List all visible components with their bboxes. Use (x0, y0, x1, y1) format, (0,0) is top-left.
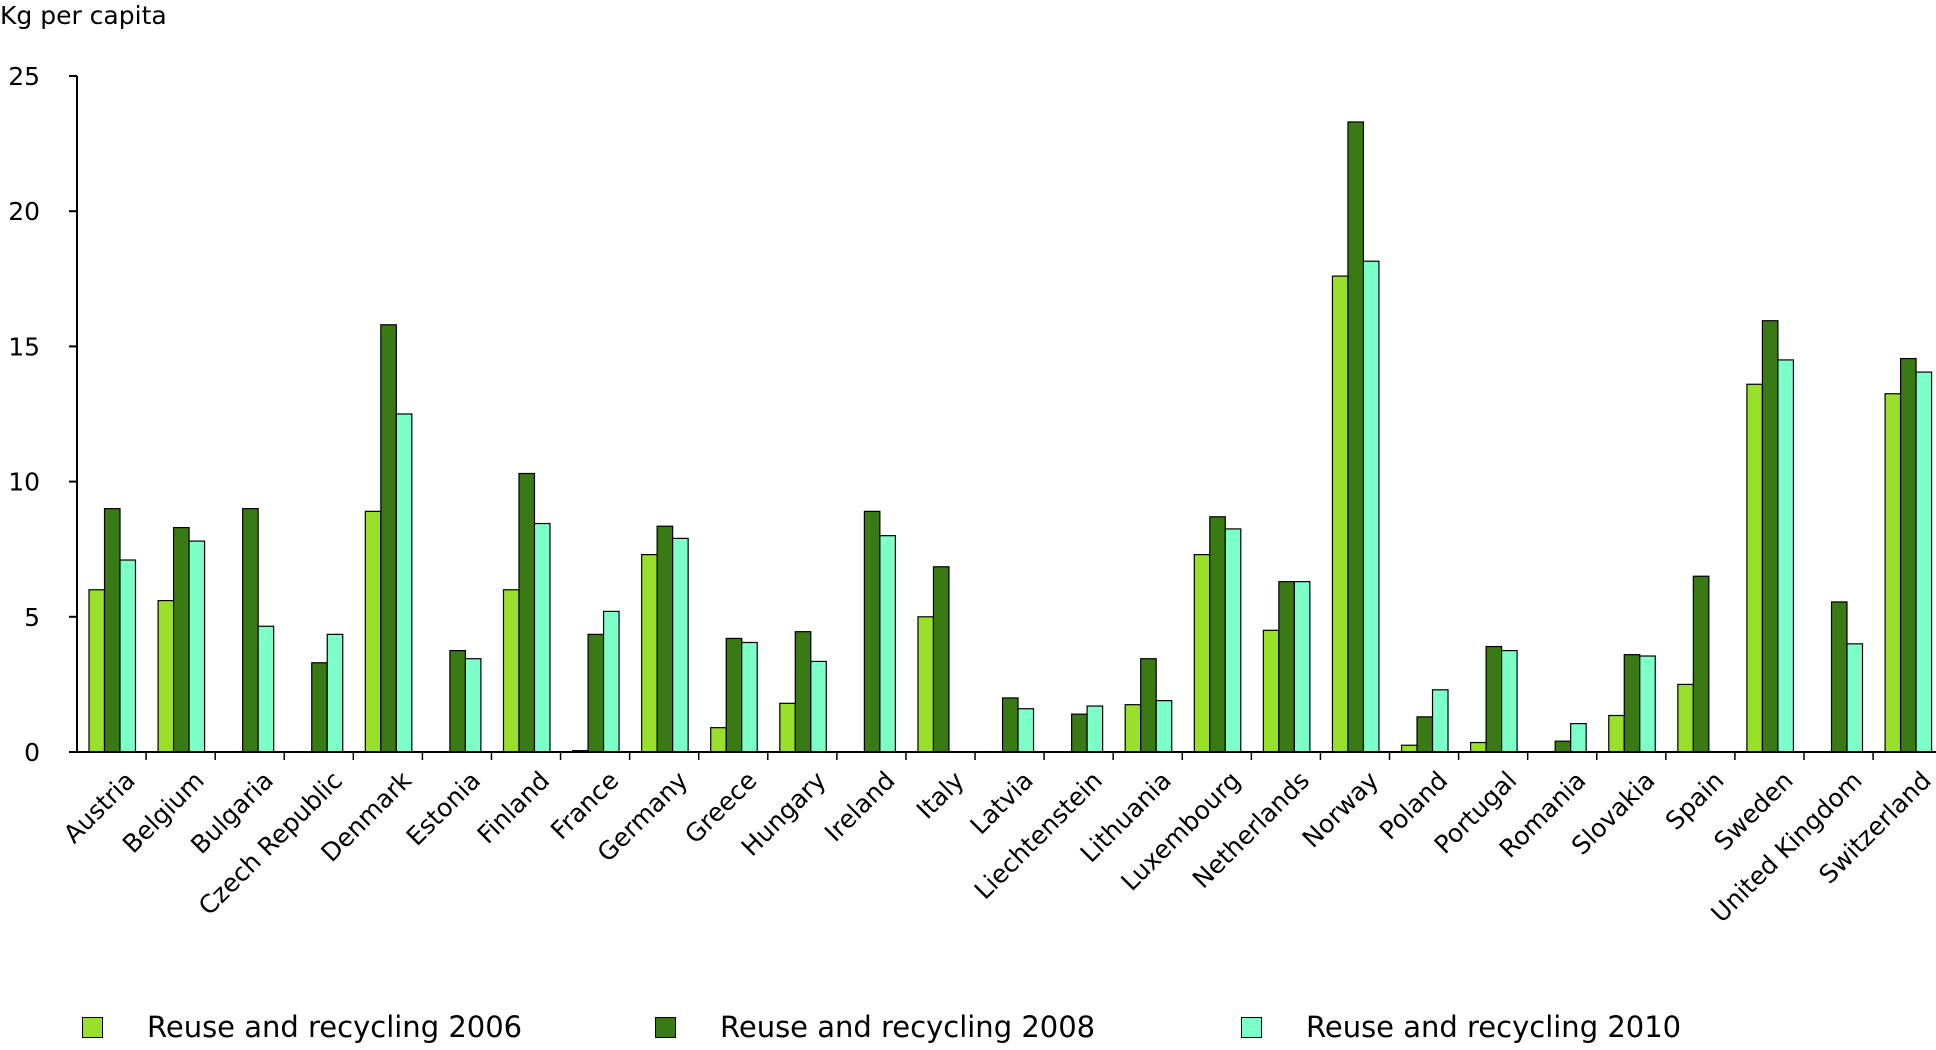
bar-portugal-2008 (1485, 645, 1503, 753)
x-tick-label-ireland: Ireland (819, 766, 901, 848)
y-tick-label: 15 (8, 332, 40, 361)
bar-spain-2006 (1677, 683, 1694, 753)
y-tick-label: 5 (24, 603, 40, 632)
bar-france-2010 (602, 610, 620, 753)
bar-belgium-2010 (188, 540, 206, 753)
y-tick-label: 20 (8, 197, 40, 226)
bar-ireland-2010 (879, 535, 896, 753)
x-tick-label-luxembourg: Luxembourg (1115, 766, 1246, 897)
bar-estonia-2008 (449, 649, 466, 753)
bar-switzerland-2008 (1899, 357, 1917, 753)
bar-sweden-2010 (1777, 359, 1795, 753)
legend-swatch-2006 (82, 1016, 103, 1038)
bar-belgium-2008 (172, 526, 190, 753)
y-tick-label: 10 (8, 468, 40, 497)
bar-austria-2008 (103, 508, 121, 753)
bar-lithuania-2006 (1124, 704, 1142, 753)
bar-finland-2008 (518, 472, 536, 753)
bar-chart: Kg per capita 0 5 10 15 20 25 AustriaBelgiumB… (0, 1, 1936, 928)
bars (88, 121, 1933, 760)
bar-sweden-2008 (1761, 320, 1779, 753)
x-tick-label-estonia: Estonia (401, 766, 487, 852)
bar-belgium-2006 (157, 599, 175, 753)
bar-finland-2006 (502, 589, 520, 753)
bar-lithuania-2008 (1140, 658, 1157, 753)
bar-bulgaria-2008 (242, 508, 259, 753)
bar-netherlands-2008 (1278, 581, 1295, 753)
bar-slovakia-2006 (1608, 714, 1625, 753)
legend: Reuse and recycling 2006 Reuse and recyc… (0, 1010, 1936, 1050)
bar-portugal-2010 (1500, 649, 1518, 753)
bar-romania-2008 (1554, 740, 1572, 753)
y-tick-label: 0 (24, 738, 40, 767)
bar-netherlands-2006 (1262, 629, 1280, 753)
bar-france-2008 (587, 633, 605, 753)
bar-switzerland-2006 (1884, 393, 1902, 753)
bar-italy-2006 (917, 616, 935, 753)
bar-italy-2008 (932, 566, 950, 753)
x-tick-label-finland: Finland (472, 766, 556, 850)
bar-united-kingdom-2010 (1846, 643, 1864, 753)
bar-greece-2008 (725, 637, 743, 753)
bar-latvia-2010 (1017, 708, 1035, 753)
bar-lithuania-2010 (1155, 700, 1173, 753)
bar-netherlands-2010 (1293, 581, 1311, 753)
bar-liechtenstein-2010 (1086, 705, 1104, 753)
bar-luxembourg-2010 (1224, 528, 1242, 753)
bar-denmark-2006 (364, 510, 382, 753)
bar-greece-2006 (710, 727, 727, 753)
bar-germany-2008 (656, 525, 674, 753)
bar-romania-2010 (1570, 723, 1587, 753)
bar-austria-2006 (88, 589, 106, 753)
bar-denmark-2008 (380, 324, 397, 753)
x-tick-label-norway: Norway (1297, 766, 1385, 854)
bar-germany-2006 (641, 554, 658, 753)
legend-label-2006: Reuse and recycling 2006 (147, 1010, 523, 1044)
bar-sweden-2006 (1746, 383, 1764, 753)
bar-slovakia-2010 (1639, 655, 1656, 753)
legend-label-2010: Reuse and recycling 2010 (1306, 1010, 1682, 1044)
y-axis-title: Kg per capita (0, 1, 167, 30)
bar-liechtenstein-2008 (1071, 713, 1088, 753)
legend-swatch-2008 (655, 1016, 676, 1038)
bar-hungary-2006 (779, 702, 796, 753)
bar-estonia-2010 (464, 658, 482, 753)
bar-greece-2010 (741, 641, 758, 753)
bar-denmark-2010 (395, 413, 413, 753)
bar-czech-republic-2010 (326, 633, 344, 753)
bar-switzerland-2010 (1915, 371, 1933, 753)
bar-germany-2010 (672, 537, 689, 753)
bar-poland-2010 (1431, 689, 1449, 753)
legend-label-2008: Reuse and recycling 2008 (720, 1010, 1096, 1044)
bar-poland-2008 (1416, 716, 1434, 753)
bar-luxembourg-2008 (1209, 516, 1226, 753)
bar-luxembourg-2006 (1193, 554, 1211, 753)
bar-finland-2010 (533, 522, 551, 753)
bar-norway-2010 (1362, 260, 1380, 753)
bar-hungary-2010 (810, 660, 827, 753)
bar-norway-2006 (1331, 275, 1349, 753)
x-tick-label-italy: Italy (911, 766, 970, 825)
bar-latvia-2008 (1001, 697, 1019, 753)
legend-swatch-2010 (1241, 1016, 1262, 1038)
bar-bulgaria-2010 (257, 625, 275, 753)
bar-united-kingdom-2008 (1830, 601, 1848, 753)
bar-spain-2008 (1692, 575, 1710, 753)
bar-ireland-2008 (863, 510, 881, 753)
bar-austria-2010 (119, 559, 137, 753)
y-axis-ticks: 0 5 10 15 20 25 (8, 62, 77, 767)
bar-czech-republic-2008 (311, 662, 328, 753)
bar-norway-2008 (1347, 121, 1365, 753)
y-tick-label: 25 (8, 62, 40, 91)
bar-poland-2006 (1400, 744, 1418, 753)
bar-hungary-2008 (794, 631, 812, 753)
legend-item-2006: Reuse and recycling 2006 (82, 1010, 522, 1044)
legend-item-2010: Reuse and recycling 2010 (1241, 1010, 1681, 1044)
bar-portugal-2006 (1469, 741, 1487, 753)
bar-slovakia-2008 (1623, 654, 1641, 753)
legend-item-2008: Reuse and recycling 2008 (655, 1010, 1095, 1044)
